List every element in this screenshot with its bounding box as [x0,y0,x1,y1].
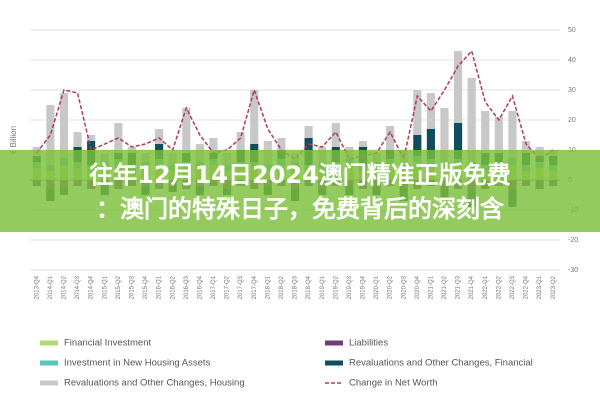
net-worth-line [36,49,554,162]
bar [236,132,245,150]
x-tick-label: 2017-Q4 [252,275,258,299]
x-tick-label: 2016-Q3 [184,275,190,299]
x-tick-label: 2020-Q4 [415,275,421,299]
banner-text: ：澳门的特殊日子，免费背后的深刻含 [96,195,505,223]
legend-label: Revaluations and Other Changes, Housing [64,378,245,389]
x-tick-label: 2020-Q1 [374,275,380,299]
x-tick-label: 2021-Q1 [428,275,434,299]
x-tick-label: 2018-Q4 [306,275,312,299]
legend-marker [325,360,343,366]
x-tick-label: 2021-Q2 [442,275,448,299]
bar [59,93,69,159]
x-tick-label: 2014-Q2 [62,275,68,299]
x-tick-label: 2017-Q1 [211,275,217,299]
x-tick-label: 2021-Q4 [469,275,475,299]
x-tick-label: 2022-Q4 [524,275,530,299]
bar [182,108,191,153]
x-tick-label: 2016-Q1 [157,275,163,299]
bar [440,108,449,162]
x-tick-label: 2014-Q4 [89,275,95,299]
banner [0,150,600,232]
bar [87,135,96,141]
bar [413,90,422,135]
x-tick-label: 2020-Q3 [401,275,407,299]
legend-label: Liabilities [349,338,388,349]
bar [426,129,435,159]
x-tick-label: 2022-Q3 [510,275,516,299]
x-tick-label: 2022-Q1 [483,275,489,299]
y-tick-label: -30 [568,267,578,274]
legend-label: Financial Investment [64,338,151,349]
bar [481,111,490,153]
bar [508,111,517,159]
x-tick-label: 2016-Q2 [170,275,176,299]
x-tick-label: 2015-Q4 [143,275,149,299]
legend-marker [40,360,58,366]
legend-label: Change in Net Worth [349,378,438,389]
x-tick-label: 2023-Q1 [537,275,543,299]
x-tick-label: 2021-Q3 [456,275,462,299]
bar [494,117,503,153]
x-tick-label: 2018-Q2 [279,275,285,299]
legend-marker [40,340,58,346]
bar [358,141,368,147]
x-tick-label: 2015-Q3 [130,275,136,299]
bar [46,105,55,165]
y-tick-label: 50 [568,27,576,34]
y-tick-label: 20 [568,117,576,124]
banner-text: 往年12月14日2024澳门精准正版免费 [89,161,511,189]
legend-label: Investment in New Housing Assets [64,358,211,369]
x-tick-label: 2019-Q1 [320,275,326,299]
x-tick-label: 2017-Q2 [225,275,231,299]
legend-marker [325,340,343,346]
bar [426,93,435,129]
bar [155,129,164,144]
x-tick-label: 2020-Q2 [388,275,394,299]
x-tick-label: 2014-Q3 [75,275,81,299]
x-tick-label: 2018-Q3 [293,275,299,299]
bar [73,132,82,147]
x-tick-label: 2019-Q3 [347,275,353,299]
x-tick-label: 2013-Q4 [34,275,40,299]
bar [331,123,340,147]
legend-marker [40,380,58,386]
bar [521,141,531,153]
x-tick-label: 2022-Q2 [496,275,502,299]
legend-label: Revaluations and Other Changes, Financia… [349,358,533,369]
bar [304,126,313,138]
x-tick-label: 2019-Q4 [361,275,367,299]
bar [277,138,286,150]
x-tick-label: 2015-Q2 [116,275,122,299]
x-tick-label: 2017-Q3 [238,275,244,299]
bar [250,90,259,144]
bar [467,78,476,162]
y-tick-label: 40 [568,57,576,64]
y-tick-label: -20 [568,237,578,244]
x-tick-label: 2016-Q4 [197,275,203,299]
bar [413,135,422,156]
y-tick-label: 30 [568,87,576,94]
x-tick-label: 2019-Q2 [333,275,339,299]
x-tick-label: 2023-Q2 [551,275,557,299]
x-tick-label: 2015-Q1 [102,275,108,299]
x-tick-label: 2014-Q1 [48,275,54,299]
bar [454,123,463,159]
bar [209,138,218,153]
x-tick-label: 2018-Q1 [265,275,271,299]
y-axis-label: € Billion [9,126,18,154]
bar [386,126,395,150]
bar [454,51,463,123]
